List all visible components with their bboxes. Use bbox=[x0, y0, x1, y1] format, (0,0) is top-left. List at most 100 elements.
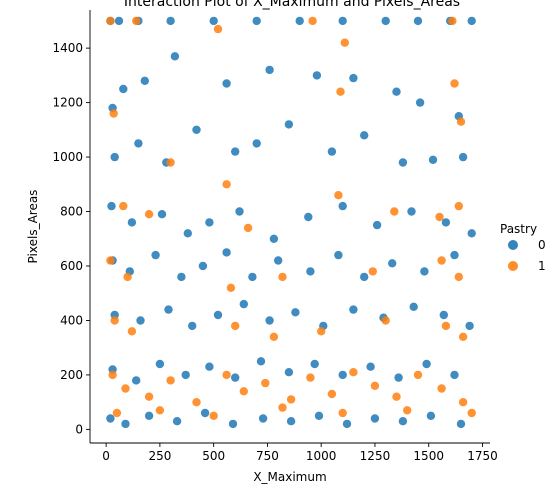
data-point-series-0 bbox=[274, 256, 283, 265]
data-point-series-0 bbox=[372, 220, 382, 230]
data-point-series-0 bbox=[450, 370, 459, 380]
data-point-series-0 bbox=[172, 417, 182, 426]
data-point-series-0 bbox=[349, 305, 358, 314]
data-point-series-0 bbox=[256, 357, 266, 366]
data-point-series-0 bbox=[170, 52, 180, 61]
data-point-series-0 bbox=[467, 16, 476, 26]
data-point-series-1 bbox=[390, 207, 399, 216]
x-tick-label: 0 bbox=[102, 449, 110, 463]
data-point-series-1 bbox=[435, 212, 444, 222]
data-point-series-0 bbox=[291, 308, 300, 317]
data-point-series-1 bbox=[132, 16, 141, 26]
data-point-series-0 bbox=[441, 218, 451, 227]
data-point-series-0 bbox=[265, 65, 274, 75]
data-point-series-1 bbox=[278, 272, 287, 282]
data-point-series-0 bbox=[420, 267, 429, 276]
data-point-series-1 bbox=[308, 16, 317, 26]
x-tick-label: 250 bbox=[148, 449, 171, 463]
data-point-series-1 bbox=[306, 373, 315, 382]
x-tick-label: 1000 bbox=[306, 449, 337, 463]
data-point-series-0 bbox=[409, 302, 418, 311]
x-tick-label: 1750 bbox=[467, 449, 498, 463]
data-point-series-0 bbox=[183, 229, 192, 238]
data-point-series-0 bbox=[286, 417, 296, 426]
data-point-series-1 bbox=[106, 256, 115, 265]
data-point-series-0 bbox=[284, 120, 294, 129]
data-point-series-0 bbox=[119, 84, 128, 94]
data-point-series-0 bbox=[132, 376, 141, 385]
data-point-series-0 bbox=[312, 71, 322, 80]
data-point-series-1 bbox=[209, 411, 218, 420]
data-point-series-0 bbox=[456, 419, 466, 429]
data-point-series-0 bbox=[366, 362, 375, 371]
data-point-series-1 bbox=[278, 403, 287, 412]
data-point-series-0 bbox=[428, 155, 438, 164]
data-point-series-1 bbox=[450, 79, 459, 88]
data-point-series-0 bbox=[222, 79, 231, 88]
data-point-series-1 bbox=[456, 117, 466, 126]
data-point-series-0 bbox=[228, 419, 238, 429]
data-point-series-1 bbox=[155, 406, 165, 415]
data-point-series-0 bbox=[284, 368, 294, 377]
data-point-series-0 bbox=[360, 272, 369, 282]
data-point-series-0 bbox=[269, 234, 279, 243]
data-point-series-1 bbox=[437, 256, 446, 265]
data-point-series-0 bbox=[107, 201, 116, 211]
x-axis-label: X_Maximum bbox=[253, 470, 326, 484]
data-point-series-0 bbox=[342, 419, 352, 429]
data-point-series-0 bbox=[157, 210, 167, 219]
data-point-series-1 bbox=[467, 408, 476, 418]
x-tick-label: 1500 bbox=[413, 449, 444, 463]
y-axis-label: Pixels_Areas bbox=[26, 190, 40, 264]
data-point-series-0 bbox=[415, 98, 425, 107]
data-point-series-0 bbox=[248, 272, 257, 282]
data-point-series-0 bbox=[134, 139, 143, 148]
data-point-series-0 bbox=[144, 411, 154, 420]
axes: 0 250 500 750 1000 1250 1500 1750 0 200 400 600 800 1… bbox=[52, 10, 498, 463]
data-point-series-0 bbox=[151, 250, 160, 260]
data-point-series-1 bbox=[127, 327, 137, 336]
data-point-series-0 bbox=[388, 259, 397, 268]
data-point-series-1 bbox=[261, 378, 270, 388]
data-point-series-1 bbox=[144, 392, 154, 401]
data-point-series-0 bbox=[407, 207, 416, 216]
data-point-series-0 bbox=[265, 316, 274, 325]
data-point-series-1 bbox=[334, 191, 343, 200]
data-point-series-0 bbox=[231, 373, 240, 382]
x-tick-label: 1250 bbox=[360, 449, 391, 463]
data-point-series-1 bbox=[123, 272, 132, 282]
data-point-series-0 bbox=[106, 414, 115, 423]
data-point-series-0 bbox=[200, 408, 210, 418]
data-point-series-1 bbox=[327, 389, 337, 399]
data-point-series-1 bbox=[106, 16, 115, 26]
data-point-series-1 bbox=[243, 223, 253, 233]
data-point-series-0 bbox=[235, 207, 244, 216]
data-point-series-1 bbox=[231, 321, 240, 331]
data-point-series-0 bbox=[198, 261, 208, 271]
data-point-series-0 bbox=[136, 316, 145, 325]
data-point-series-1 bbox=[222, 370, 231, 380]
data-point-series-0 bbox=[181, 370, 190, 380]
data-point-series-0 bbox=[338, 201, 347, 211]
data-point-series-0 bbox=[413, 16, 423, 26]
data-point-series-1 bbox=[269, 332, 279, 341]
data-point-series-0 bbox=[164, 305, 173, 314]
legend-marker bbox=[508, 240, 518, 250]
data-point-series-0 bbox=[394, 373, 403, 382]
data-point-series-1 bbox=[441, 321, 451, 331]
data-point-series-0 bbox=[188, 321, 197, 331]
data-point-series-1 bbox=[286, 395, 296, 404]
data-point-series-1 bbox=[110, 316, 119, 325]
data-point-series-1 bbox=[454, 272, 463, 282]
data-point-series-0 bbox=[327, 147, 337, 156]
legend-marker bbox=[508, 261, 518, 271]
data-point-series-1 bbox=[239, 387, 248, 396]
data-point-series-0 bbox=[114, 16, 124, 26]
data-point-series-1 bbox=[338, 408, 347, 418]
data-point-series-0 bbox=[334, 250, 343, 260]
data-point-series-1 bbox=[458, 398, 468, 407]
data-point-series-0 bbox=[310, 359, 319, 369]
y-tick-label: 0 bbox=[75, 422, 83, 436]
data-point-series-0 bbox=[398, 158, 408, 167]
